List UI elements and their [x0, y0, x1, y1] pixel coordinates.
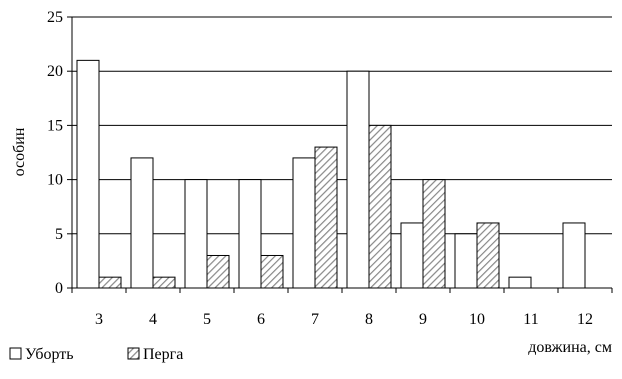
- y-axis-title: особин: [11, 127, 28, 176]
- bars-layer: [76, 59, 586, 289]
- bar-uborti-9: [400, 222, 424, 289]
- bar-uborti-11: [508, 276, 532, 289]
- grid-layer: [72, 16, 612, 235]
- bar-uborti-7: [292, 157, 316, 289]
- x-axis-title: довжина, см: [528, 339, 612, 356]
- bar-uborti-12: [562, 222, 586, 289]
- x-tick-label-10: 10: [469, 311, 485, 328]
- legend-item-perha: Перга: [127, 346, 183, 363]
- y-tick-label-10: 10: [47, 172, 63, 189]
- legend-swatch-perha: [127, 347, 140, 360]
- bar-uborti-6: [238, 179, 262, 289]
- legend-label-perha: Перга: [143, 346, 183, 363]
- legend: Уборть Перга: [9, 346, 183, 363]
- bar-perha-3: [98, 276, 122, 289]
- label-layer: особин довжина, см: [11, 127, 612, 356]
- y-tick-label-15: 15: [47, 117, 63, 134]
- bar-perha-7: [314, 146, 338, 289]
- bar-perha-4: [152, 276, 176, 289]
- x-tick-label-11: 11: [523, 311, 538, 328]
- x-tick-label-7: 7: [311, 311, 319, 328]
- bar-uborti-3: [76, 59, 100, 289]
- bar-uborti-4: [130, 157, 154, 289]
- bar-perha-8: [368, 124, 392, 289]
- y-tick-label-5: 5: [55, 226, 63, 243]
- legend-item-uborti: Уборть: [9, 346, 74, 363]
- x-tick-label-6: 6: [257, 311, 265, 328]
- bar-perha-5: [206, 254, 230, 289]
- x-tick-label-3: 3: [95, 311, 103, 328]
- x-tick-label-9: 9: [419, 311, 427, 328]
- x-tick-label-12: 12: [577, 311, 593, 328]
- bar-perha-9: [422, 179, 446, 289]
- bar-perha-6: [260, 254, 284, 289]
- x-tick-label-4: 4: [149, 311, 157, 328]
- bar-uborti-8: [346, 70, 370, 289]
- bar-uborti-10: [454, 233, 478, 289]
- x-tick-label-8: 8: [365, 311, 373, 328]
- bar-uborti-5: [184, 179, 208, 289]
- legend-label-uborti: Уборть: [25, 346, 74, 363]
- axis-layer: 0 5 10 15 20 25 3 4 5 6 7 8 9 10 11 12: [47, 9, 613, 328]
- x-tick-label-5: 5: [203, 311, 211, 328]
- y-tick-label-0: 0: [55, 280, 63, 297]
- y-tick-label-25: 25: [47, 9, 63, 26]
- bar-perha-10: [476, 222, 500, 289]
- y-tick-label-20: 20: [47, 63, 63, 80]
- legend-swatch-uborti: [9, 347, 22, 360]
